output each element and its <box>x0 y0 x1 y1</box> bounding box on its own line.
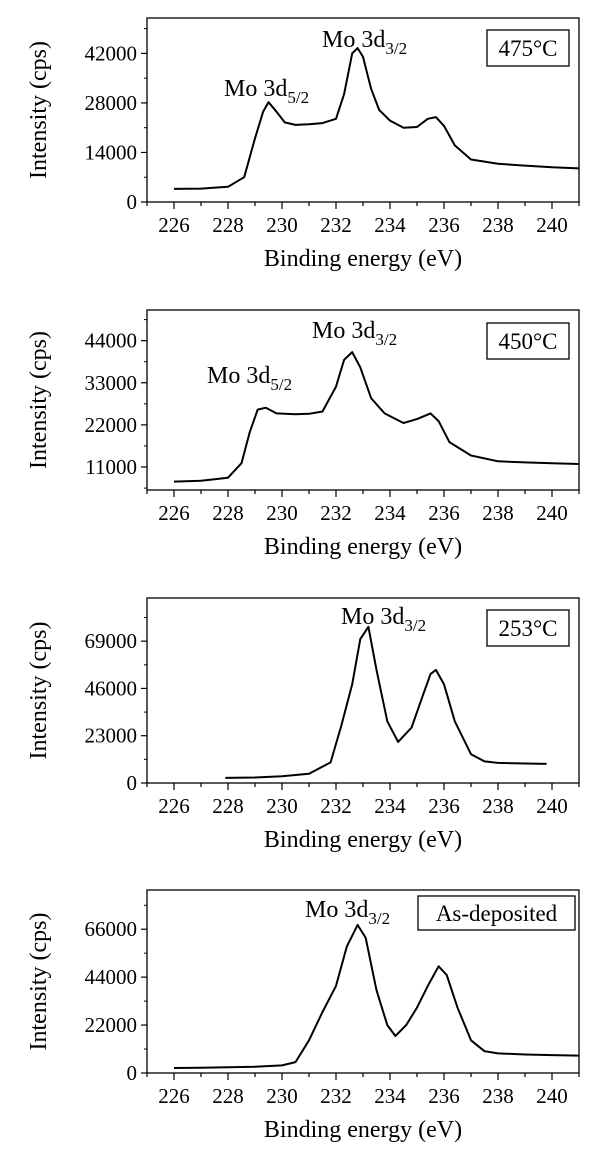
y-tick-label: 14000 <box>85 140 138 164</box>
x-tick-label: 226 <box>158 501 190 525</box>
peak-label: Mo 3d3/2 <box>312 318 397 349</box>
x-tick-label: 230 <box>266 794 298 818</box>
y-tick-label: 46000 <box>85 676 138 700</box>
legend-label: 475°C <box>498 36 557 61</box>
x-tick-label: 232 <box>320 794 352 818</box>
spectrum-line <box>173 923 580 1069</box>
legend-label: 450°C <box>498 329 557 354</box>
peak-label-base: Mo 3d <box>341 604 404 630</box>
spectrum-line <box>173 47 580 190</box>
x-tick-label: 236 <box>428 794 460 818</box>
legend-label: 253°C <box>498 616 557 641</box>
x-tick-label: 228 <box>212 213 244 237</box>
x-tick-label: 236 <box>428 501 460 525</box>
legend-box <box>486 29 570 67</box>
x-tick-label: 240 <box>536 1084 568 1108</box>
y-tick-label: 23000 <box>85 724 138 748</box>
y-tick-label: 0 <box>127 190 138 214</box>
y-axis-label: Intensity (cps) <box>26 622 52 760</box>
x-tick-label: 228 <box>212 794 244 818</box>
y-tick-label: 66000 <box>85 917 138 941</box>
y-tick-label: 69000 <box>85 629 138 653</box>
peak-label: Mo 3d3/2 <box>305 897 390 928</box>
x-tick-label: 226 <box>158 794 190 818</box>
x-tick-label: 226 <box>158 1084 190 1108</box>
x-tick-label: 232 <box>320 1084 352 1108</box>
peak-label-base: Mo 3d <box>305 897 368 923</box>
x-tick-label: 230 <box>266 1084 298 1108</box>
x-axis-label: Binding energy (eV) <box>264 1117 462 1143</box>
legend-label: As-deposited <box>436 901 558 926</box>
peak-label-subscript: 3/2 <box>404 616 426 635</box>
x-tick-label: 240 <box>536 794 568 818</box>
x-tick-label: 240 <box>536 501 568 525</box>
x-tick-label: 236 <box>428 213 460 237</box>
x-axis-label: Binding energy (eV) <box>264 534 462 560</box>
peak-label-subscript: 3/2 <box>368 909 390 928</box>
xps-panel-4: 226 228 230 232 234 236 238 240 0 22000 44000 66000… <box>26 889 580 1143</box>
peak-label: Mo 3d3/2 <box>341 604 426 635</box>
x-axis-label: Binding energy (eV) <box>264 246 462 272</box>
x-tick-label: 236 <box>428 1084 460 1108</box>
peak-label: Mo 3d3/2 <box>322 27 407 58</box>
x-tick-label: 230 <box>266 213 298 237</box>
y-tick-label: 11000 <box>85 455 137 479</box>
x-tick-label: 232 <box>320 501 352 525</box>
x-tick-label: 238 <box>482 794 514 818</box>
peak-label: Mo 3d5/2 <box>207 363 292 394</box>
y-tick-label: 42000 <box>85 41 138 65</box>
y-axis-label: Intensity (cps) <box>26 41 52 179</box>
spectrum-line <box>225 625 547 779</box>
x-tick-label: 232 <box>320 213 352 237</box>
y-axis-label: Intensity (cps) <box>26 331 52 469</box>
peak-label: Mo 3d5/2 <box>224 76 309 107</box>
x-tick-label: 238 <box>482 1084 514 1108</box>
y-tick-label: 33000 <box>85 371 138 395</box>
x-tick-label: 234 <box>374 501 406 525</box>
x-tick-label: 228 <box>212 1084 244 1108</box>
legend-box <box>417 895 576 931</box>
x-tick-label: 230 <box>266 501 298 525</box>
y-axis-label: Intensity (cps) <box>26 913 52 1051</box>
xps-panel-1: 226 228 230 232 234 236 238 240 0 14000 28000 42000… <box>26 17 580 272</box>
x-tick-label: 240 <box>536 213 568 237</box>
x-tick-label: 238 <box>482 501 514 525</box>
peak-label-subscript: 3/2 <box>385 39 407 58</box>
y-tick-label: 44000 <box>85 965 138 989</box>
y-tick-label: 28000 <box>85 91 138 115</box>
peak-label-subscript: 5/2 <box>287 88 309 107</box>
x-tick-label: 238 <box>482 213 514 237</box>
y-tick-label: 22000 <box>85 1013 138 1037</box>
x-tick-label: 234 <box>374 213 406 237</box>
peak-label-subscript: 5/2 <box>270 375 292 394</box>
peak-label-base: Mo 3d <box>322 27 385 53</box>
y-tick-label: 0 <box>127 771 138 795</box>
y-tick-label: 0 <box>127 1061 138 1085</box>
spectrum-line <box>173 351 580 483</box>
y-tick-label: 44000 <box>85 329 138 353</box>
x-tick-label: 226 <box>158 213 190 237</box>
legend-box <box>486 609 570 647</box>
x-axis-label: Binding energy (eV) <box>264 827 462 853</box>
x-tick-label: 234 <box>374 1084 406 1108</box>
peak-label-subscript: 3/2 <box>375 330 397 349</box>
xps-panel-3: 226 228 230 232 234 236 238 240 0 23000 46000 69000… <box>26 597 580 853</box>
peak-label-base: Mo 3d <box>312 318 375 344</box>
peak-label-base: Mo 3d <box>224 76 287 102</box>
legend-box <box>486 322 570 360</box>
y-tick-label: 22000 <box>85 413 138 437</box>
peak-label-base: Mo 3d <box>207 363 270 389</box>
x-tick-label: 234 <box>374 794 406 818</box>
xps-panel-2: 226 228 230 232 234 236 238 240 11000 22000 33000 4… <box>26 309 580 560</box>
x-tick-label: 228 <box>212 501 244 525</box>
